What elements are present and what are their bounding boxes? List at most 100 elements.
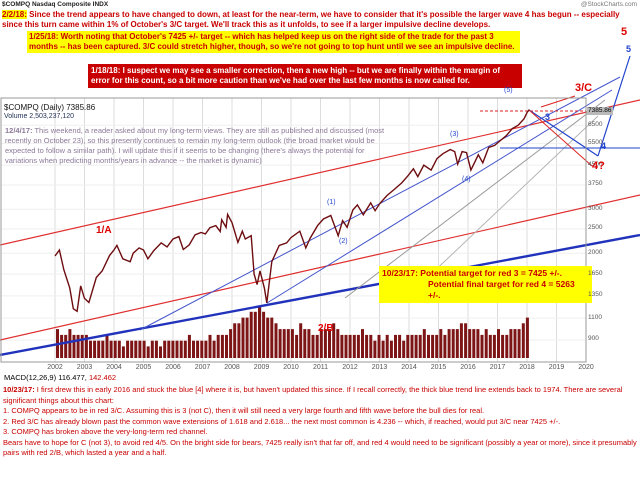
volume-bar <box>192 340 195 358</box>
volume-bar <box>274 323 278 358</box>
volume-bar <box>163 340 167 358</box>
target-line-1: 10/23/17: Potential target for red 3 = 7… <box>382 268 589 279</box>
volume-bar <box>381 340 385 358</box>
volume-bar <box>447 329 451 358</box>
volume-bar <box>220 334 224 358</box>
volume-bar <box>414 334 418 358</box>
y-axis-label: 3000 <box>588 204 603 212</box>
volume-bar <box>72 334 76 358</box>
volume-bar <box>80 334 84 358</box>
pane-border <box>0 97 587 363</box>
volume-bar <box>84 334 88 358</box>
volume-bar <box>439 329 443 358</box>
volume-bar <box>525 317 529 358</box>
x-axis-label: 2012 <box>342 364 358 371</box>
volume-bar <box>286 329 290 358</box>
volume-bar <box>253 311 257 358</box>
volume-bar <box>130 340 134 358</box>
volume-bar <box>472 329 476 358</box>
volume-bar <box>237 323 241 358</box>
volume-bar <box>187 334 191 358</box>
volume-bar <box>348 334 352 358</box>
volume-bar <box>303 329 307 358</box>
wave-label-3: 3 <box>545 112 551 122</box>
chart-header: $COMPQ Nasdaq Composite INDX @StockChart… <box>0 0 640 9</box>
x-axis-label: 2017 <box>489 364 506 371</box>
volume-bar <box>266 317 270 358</box>
wave-label-1A: 1/A <box>96 225 112 236</box>
volume-bar <box>336 329 340 358</box>
volume-bar <box>492 334 496 358</box>
trend-line <box>597 55 631 157</box>
wave-label-5: 5 <box>626 44 632 54</box>
volume-bar <box>89 340 92 358</box>
volume-bar <box>517 329 521 358</box>
trend-line <box>344 99 606 299</box>
ticker-title: $COMPQ Nasdaq Composite INDX <box>2 1 109 8</box>
trend-line <box>528 109 593 167</box>
volume-bar <box>459 323 463 358</box>
last-price-badge: 7385.86 <box>587 107 613 116</box>
volume-bar <box>208 334 212 358</box>
volume-legend: Volume 2,503,237,120 <box>4 113 75 120</box>
volume-bar <box>505 334 509 358</box>
volume-bar <box>418 334 422 358</box>
x-axis-label: 2014 <box>401 364 417 371</box>
target-line-2: Potential final target for red 4 = 5263 … <box>428 279 575 300</box>
volume-bar <box>290 329 294 358</box>
x-axis-label: 2007 <box>194 364 211 371</box>
x-axis-label: 2019 <box>548 364 565 371</box>
volume-bar <box>229 329 233 358</box>
volume-bar <box>398 334 402 358</box>
volume-bar <box>361 329 364 358</box>
volume-bar <box>356 334 360 358</box>
y-axis-label: 2000 <box>588 248 603 256</box>
volume-bar <box>97 340 101 358</box>
volume-bar <box>451 329 455 358</box>
volume-bar <box>389 340 393 358</box>
volume-bar <box>233 323 237 358</box>
y-axis-label: 1650 <box>588 269 603 277</box>
annotation-2-2-18: 2/2/18: Since the trend appears to have … <box>2 10 638 30</box>
volume-bar <box>464 323 468 358</box>
volume-bar <box>225 334 228 358</box>
wave-label-4: 4? <box>592 160 605 172</box>
annotation-2-2-18-text: Since the trend appears to have changed … <box>2 10 620 29</box>
commentary-paragraph: 3. COMPQ has broken above the very-long-… <box>3 427 208 436</box>
stockcharts-credit: @StockCharts.com <box>580 1 637 8</box>
volume-bar <box>497 329 500 358</box>
price-line <box>54 109 530 313</box>
y-axis-label: 5500 <box>588 138 603 146</box>
wave-label-2B: 2/B <box>318 323 334 334</box>
volume-bar <box>93 340 97 358</box>
trend-line <box>266 89 613 304</box>
volume-bar <box>154 340 158 358</box>
volume-bar <box>278 329 282 358</box>
annotation-1-25-18-date: 1/25/18: <box>29 32 59 41</box>
volume-bar <box>109 340 113 358</box>
volume-bar <box>196 340 200 358</box>
volume-bar <box>373 340 377 358</box>
annotation-12-4-17-text: This weekend, a reader asked about my lo… <box>5 126 385 165</box>
volume-bar <box>427 334 430 358</box>
macd-value-1: 116.477, <box>58 373 87 382</box>
volume-bar <box>513 329 517 358</box>
volume-bar <box>150 340 154 358</box>
volume-bar <box>319 329 323 358</box>
volume-bar <box>262 311 266 358</box>
wave-label-3: (3) <box>450 131 459 138</box>
commentary-paragraph: 2. Red 3/C has already blown past the co… <box>3 416 561 426</box>
volume-bar <box>480 334 484 358</box>
volume-bar <box>435 334 439 358</box>
volume-bar <box>328 329 331 358</box>
volume-bar <box>311 334 315 358</box>
volume-bar <box>175 340 179 358</box>
volume-bar <box>402 340 406 358</box>
wave-label-4: 4 <box>601 141 607 151</box>
volume-bar <box>509 329 513 358</box>
volume-bar <box>270 317 274 358</box>
annotation-1-25-18-text: Worth noting that October's 7425 +/- tar… <box>29 32 515 51</box>
y-axis-label: 900 <box>588 335 599 343</box>
